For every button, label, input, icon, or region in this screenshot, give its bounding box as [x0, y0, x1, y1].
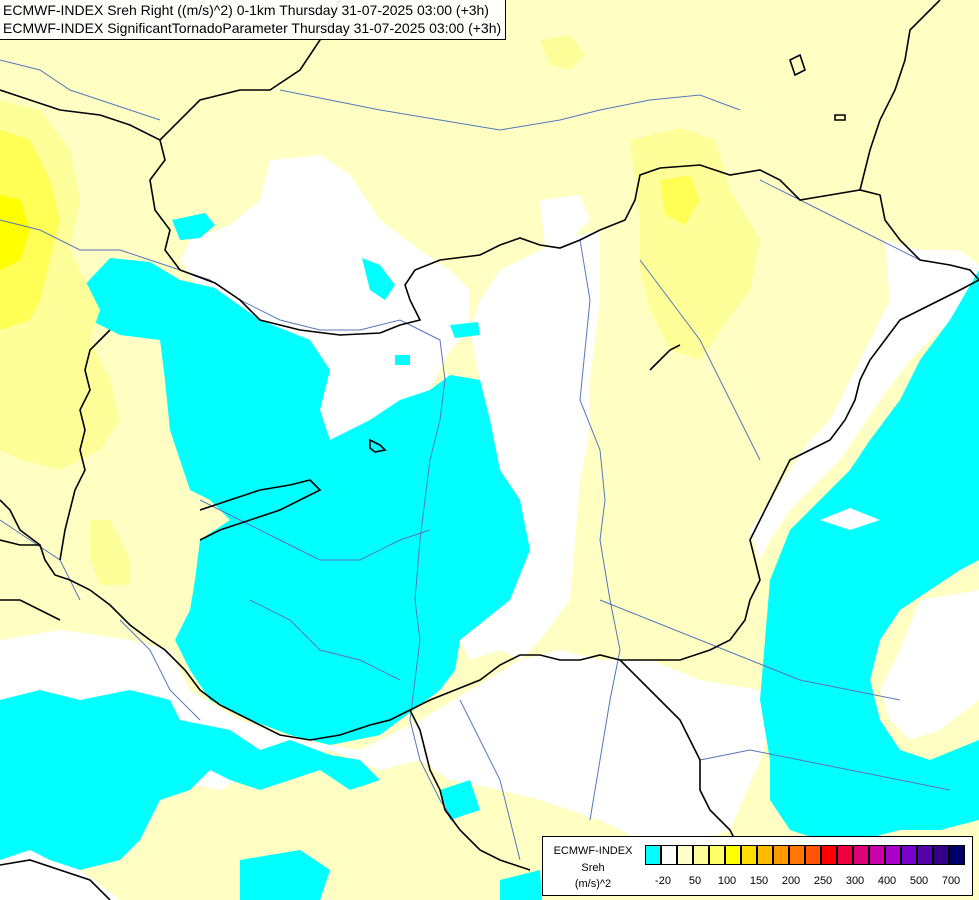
legend-swatch [869, 845, 885, 865]
legend-swatch [901, 845, 917, 865]
yellow-high-zone [0, 195, 30, 270]
legend-swatch [773, 845, 789, 865]
legend-swatch [821, 845, 837, 865]
map-title-box: ECMWF-INDEX Sreh Right ((m/s)^2) 0-1km T… [0, 0, 507, 40]
legend-swatch [693, 845, 709, 865]
legend-tick-label: 400 [877, 875, 897, 887]
title-line-1: ECMWF-INDEX Sreh Right ((m/s)^2) 0-1km T… [3, 2, 489, 18]
legend-label-model: ECMWF-INDEX [553, 845, 633, 857]
legend-tick-label: 100 [717, 875, 737, 887]
legend-swatch [645, 845, 661, 865]
legend-tick-label: 700 [941, 875, 961, 887]
legend-swatch [917, 845, 933, 865]
legend-tick-label: 300 [845, 875, 865, 887]
legend-swatch [741, 845, 757, 865]
rivers [0, 59, 951, 861]
legend-swatch [949, 845, 965, 865]
legend-swatch [933, 845, 949, 865]
legend-swatch [853, 845, 869, 865]
legend-swatch [709, 845, 725, 865]
legend-tick-label: 200 [781, 875, 801, 887]
legend-swatch [885, 845, 901, 865]
legend-tick-label: 50 [688, 875, 702, 887]
legend-swatch [661, 845, 677, 865]
legend-label-variable: Sreh [581, 862, 605, 874]
legend-tick-label: 150 [749, 875, 769, 887]
white-shear-zones [0, 155, 979, 900]
legend-swatch [757, 845, 773, 865]
legend-swatch [805, 845, 821, 865]
legend-swatch [837, 845, 853, 865]
legend-swatch [725, 845, 741, 865]
legend-swatch [677, 845, 693, 865]
legend-label-unit: (m/s)^2 [574, 878, 612, 890]
color-legend: ECMWF-INDEX Sreh (m/s)^2 -20 50 100 150 200 2… [542, 836, 973, 896]
title-line-2: ECMWF-INDEX SignificantTornadoParameter … [3, 20, 502, 36]
legend-tick-label: 500 [909, 875, 929, 887]
legend-tick-label: -20 [655, 875, 671, 887]
legend-swatch [789, 845, 805, 865]
legend-tick-label: 250 [813, 875, 833, 887]
